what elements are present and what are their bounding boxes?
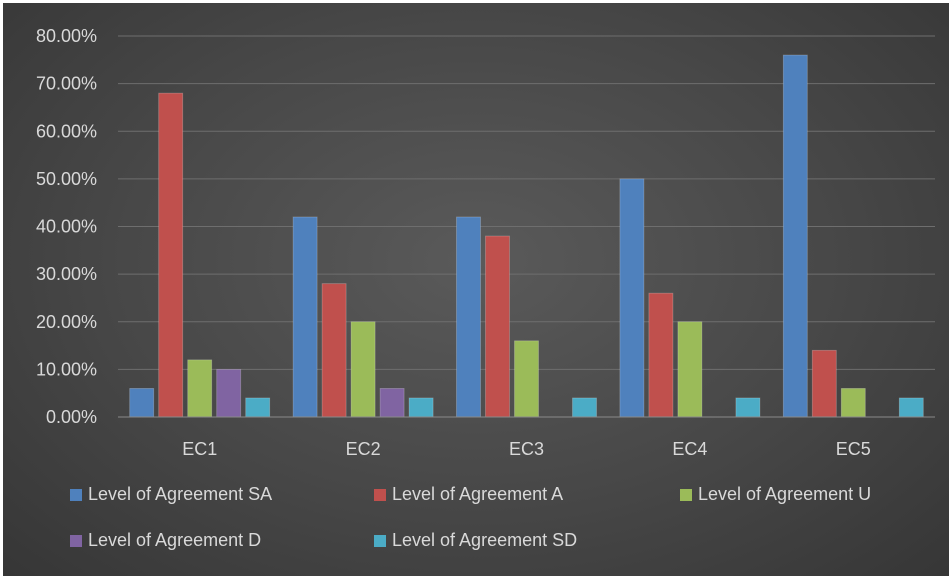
bar-ec3-series-2 [485, 235, 510, 418]
axes: 0.00% 10.00% 20.00% 30.00% 40.00% 50.00% 60.00… [36, 26, 935, 459]
bar-ec1-series-2 [158, 92, 184, 418]
y-tick-label: 70.00% [36, 74, 97, 94]
bar-ec4-series-3 [677, 321, 703, 418]
bar-ec3-series-1 [456, 216, 481, 418]
legend-swatch [374, 535, 386, 547]
legend-item: Level of Agreement D [70, 530, 261, 550]
bar-ec1-series-1 [129, 388, 155, 418]
bar-ec4-series-2 [648, 292, 674, 418]
bar-ec5-series-5 [898, 397, 924, 418]
legend-swatch [374, 489, 386, 501]
bar-ec3-series-5 [572, 397, 597, 418]
legend-swatch [70, 535, 82, 547]
x-tick-label: EC3 [509, 439, 544, 459]
y-tick-label: 0.00% [46, 407, 97, 427]
legend-label: Level of Agreement U [698, 484, 871, 504]
gridlines [118, 35, 935, 370]
legend: Level of Agreement SA Level of Agreement … [70, 484, 871, 550]
legend-item: Level of Agreement SA [70, 484, 272, 504]
y-tick-label: 20.00% [36, 312, 97, 332]
x-tick-label: EC4 [672, 439, 707, 459]
bar-ec1-series-5 [245, 397, 271, 418]
bar-ec5-series-2 [811, 349, 837, 418]
bar-ec2-series-5 [408, 397, 434, 418]
bar-ec3-series-3 [514, 340, 539, 418]
legend-swatch [70, 489, 82, 501]
y-tick-label: 50.00% [36, 169, 97, 189]
legend-swatch [680, 489, 692, 501]
bar-ec2-series-4 [379, 388, 405, 418]
legend-label: Level of Agreement SD [392, 530, 577, 550]
bar-ec4-series-1 [619, 178, 645, 418]
x-tick-label: EC5 [836, 439, 871, 459]
legend-item: Level of Agreement U [680, 484, 871, 504]
legend-label: Level of Agreement D [88, 530, 261, 550]
bar-ec4-series-5 [735, 397, 761, 418]
bar-ec1-series-3 [187, 359, 213, 418]
bar-ec2-series-1 [292, 216, 318, 418]
bar-ec5-series-1 [782, 54, 808, 418]
y-tick-label: 60.00% [36, 121, 97, 141]
y-tick-label: 30.00% [36, 264, 97, 284]
x-tick-label: EC2 [346, 439, 381, 459]
y-tick-label: 10.00% [36, 359, 97, 379]
bar-ec5-series-3 [840, 388, 866, 418]
legend-label: Level of Agreement SA [88, 484, 272, 504]
legend-item: Level of Agreement SD [374, 530, 577, 550]
bars [129, 54, 924, 418]
x-tick-label: EC1 [182, 439, 217, 459]
legend-item: Level of Agreement A [374, 484, 563, 504]
y-tick-label: 40.00% [36, 217, 97, 237]
y-tick-label: 80.00% [36, 26, 97, 46]
bar-ec1-series-4 [216, 368, 242, 418]
bar-ec2-series-3 [350, 321, 376, 418]
bar-ec2-series-2 [321, 283, 347, 418]
legend-label: Level of Agreement A [392, 484, 563, 504]
